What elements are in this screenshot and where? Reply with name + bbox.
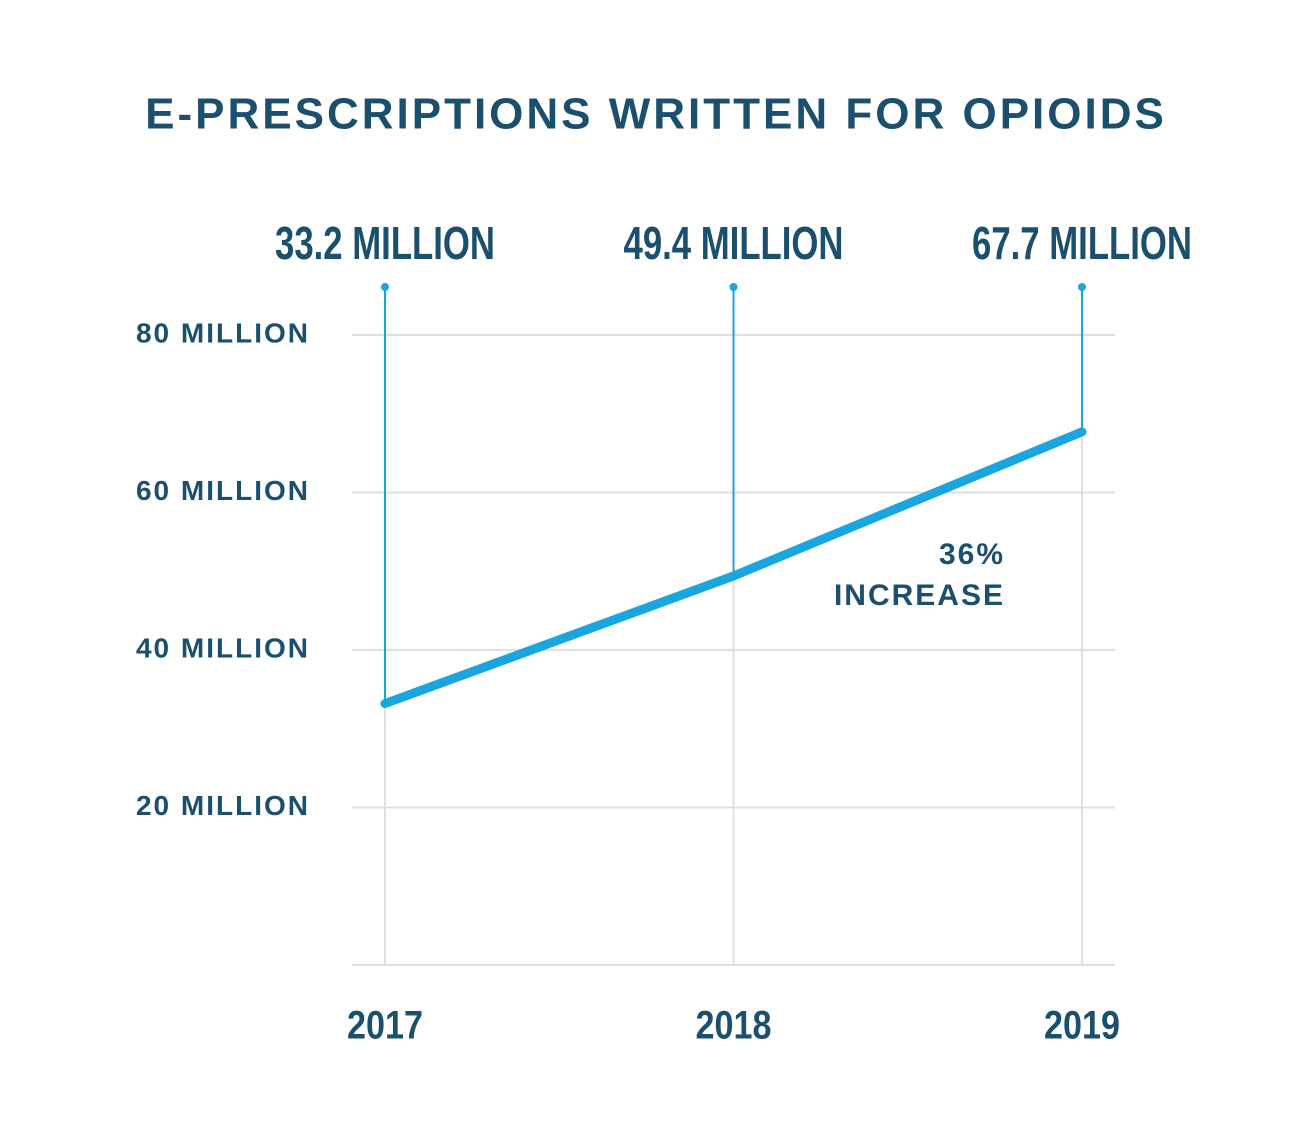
y-tick-label: 60 MILLION	[136, 475, 310, 506]
y-tick-label: 40 MILLION	[136, 632, 310, 663]
x-tick-label: 2017	[347, 1004, 423, 1048]
value-label: 33.2 MILLION	[275, 217, 495, 269]
leader-dot	[729, 283, 738, 291]
chart-title: E-PRESCRIPTIONS WRITTEN FOR OPIOIDS	[145, 90, 1167, 139]
value-label: 49.4 MILLION	[624, 217, 844, 269]
data-line	[380, 427, 1087, 709]
annotation: INCREASE	[834, 579, 1005, 612]
annotation: 36%	[939, 538, 1005, 571]
x-tick-label: 2019	[1044, 1004, 1120, 1048]
value-label: 67.7 MILLION	[972, 217, 1192, 269]
y-tick-label: 80 MILLION	[136, 317, 310, 348]
y-tick-label: 20 MILLION	[136, 790, 310, 821]
leader-dot	[1078, 283, 1086, 291]
leader-dot	[381, 283, 389, 291]
x-tick-label: 2018	[696, 1004, 772, 1048]
